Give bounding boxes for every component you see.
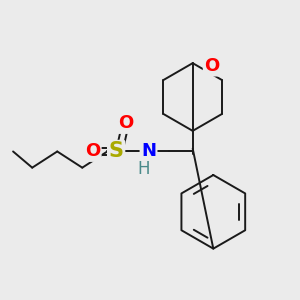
Text: O: O — [118, 115, 134, 133]
Text: S: S — [109, 142, 124, 161]
Text: O: O — [204, 57, 220, 75]
Text: N: N — [141, 142, 156, 160]
Text: H: H — [137, 160, 150, 178]
Text: O: O — [85, 142, 100, 160]
